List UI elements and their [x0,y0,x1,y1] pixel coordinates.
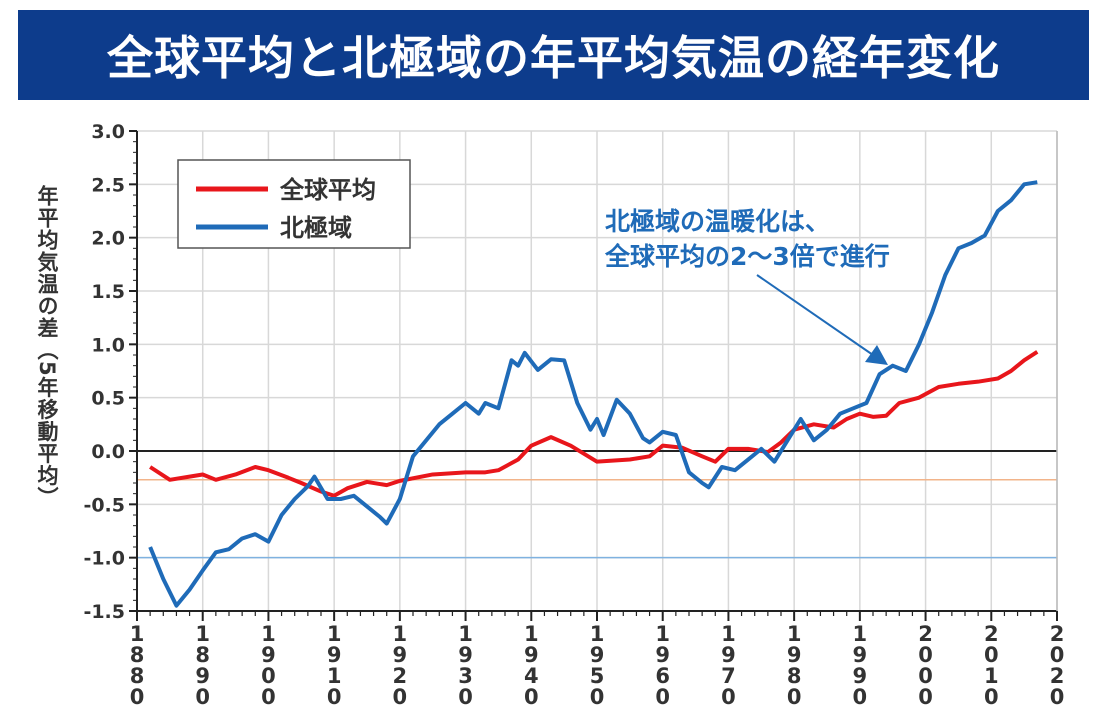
x-tick-digit: 0 [984,643,999,667]
x-tick-digit: 0 [590,685,605,709]
x-tick-digit: 9 [195,664,210,688]
x-tick-digit: 1 [655,622,670,646]
x-tick-digit: 2 [984,622,999,646]
x-tick-digit: 0 [984,685,999,709]
x-tick-digit: 1 [524,622,539,646]
x-tick-digit: 1 [590,622,605,646]
y-tick-label: 1.0 [91,334,125,356]
x-tick-digit: 2 [393,664,408,688]
y-tick-label: 2.0 [91,228,125,250]
annotation-arrow-line [756,274,874,356]
x-tick-digit: 0 [524,685,539,709]
x-tick-digit: 9 [655,643,670,667]
x-tick-digit: 0 [393,685,408,709]
x-tick-digit: 9 [524,643,539,667]
x-tick-digit: 8 [130,664,145,688]
x-tick-digit: 0 [458,685,473,709]
y-tick-label: 0.5 [91,388,125,410]
annotation-text: 北極域の温暖化は、 [605,207,830,236]
x-tick-digit: 0 [853,685,868,709]
legend-box [177,159,411,249]
x-tick-digit: 9 [853,664,868,688]
x-tick-digit: 7 [721,664,736,688]
x-tick-digit: 0 [721,685,736,709]
x-tick-digit: 8 [787,664,802,688]
x-tick-digit: 1 [787,622,802,646]
x-tick-digit: 8 [130,643,145,667]
x-tick-digit: 9 [590,643,605,667]
y-tick-label: -0.5 [83,494,125,516]
x-tick-digit: 0 [261,685,276,709]
x-tick-digit: 0 [787,685,802,709]
legend-label: 北極域 [280,214,352,242]
x-tick-digit: 0 [261,664,276,688]
x-tick-digit: 9 [327,643,342,667]
x-tick-digit: 9 [261,643,276,667]
y-tick-label: 2.5 [91,174,125,196]
x-tick-digit: 4 [524,664,539,688]
x-tick-digit: 1 [327,664,342,688]
y-tick-label: 3.0 [91,121,125,143]
x-tick-digit: 9 [721,643,736,667]
y-axis-label: 年平均気温の差（5年移動平均） [35,185,59,509]
x-tick-digit: 1 [458,622,473,646]
legend-label: 全球平均 [279,176,376,204]
y-tick-label: 0.0 [91,441,125,463]
x-tick-digit: 0 [655,685,670,709]
x-tick-digit: 3 [458,664,473,688]
x-tick-digit: 8 [195,643,210,667]
x-tick-digit: 6 [655,664,670,688]
x-tick-digit: 2 [1050,664,1065,688]
x-tick-digit: 1 [130,622,145,646]
x-tick-digit: 1 [195,622,210,646]
x-tick-digit: 0 [918,685,933,709]
annotation-arrowhead-icon [865,345,888,365]
x-tick-digit: 9 [853,643,868,667]
x-tick-digit: 0 [918,643,933,667]
x-tick-digit: 5 [590,664,605,688]
x-tick-digit: 9 [393,643,408,667]
chart-title: 全球平均と北極域の年平均気温の経年変化 [107,31,1000,85]
x-tick-digit: 1 [721,622,736,646]
x-tick-digit: 2 [918,622,933,646]
x-tick-digit: 0 [1050,643,1065,667]
x-tick-digit: 0 [1050,685,1065,709]
x-tick-digit: 1 [393,622,408,646]
x-tick-digit: 9 [458,643,473,667]
y-tick-label: 1.5 [91,281,125,303]
y-tick-label: -1.0 [83,548,125,570]
x-tick-digit: 2 [1050,622,1065,646]
x-tick-digit: 1 [853,622,868,646]
x-tick-digit: 1 [327,622,342,646]
title-banner: 全球平均と北極域の年平均気温の経年変化 [18,10,1089,100]
x-tick-digit: 9 [787,643,802,667]
y-tick-label: -1.5 [83,601,125,623]
x-tick-digit: 1 [984,664,999,688]
x-tick-digit: 0 [130,685,145,709]
x-tick-digit: 0 [195,685,210,709]
annotation-text: 全球平均の2〜3倍で進行 [604,242,890,271]
x-tick-digit: 1 [261,622,276,646]
x-tick-digit: 0 [327,685,342,709]
x-tick-digit: 0 [918,664,933,688]
